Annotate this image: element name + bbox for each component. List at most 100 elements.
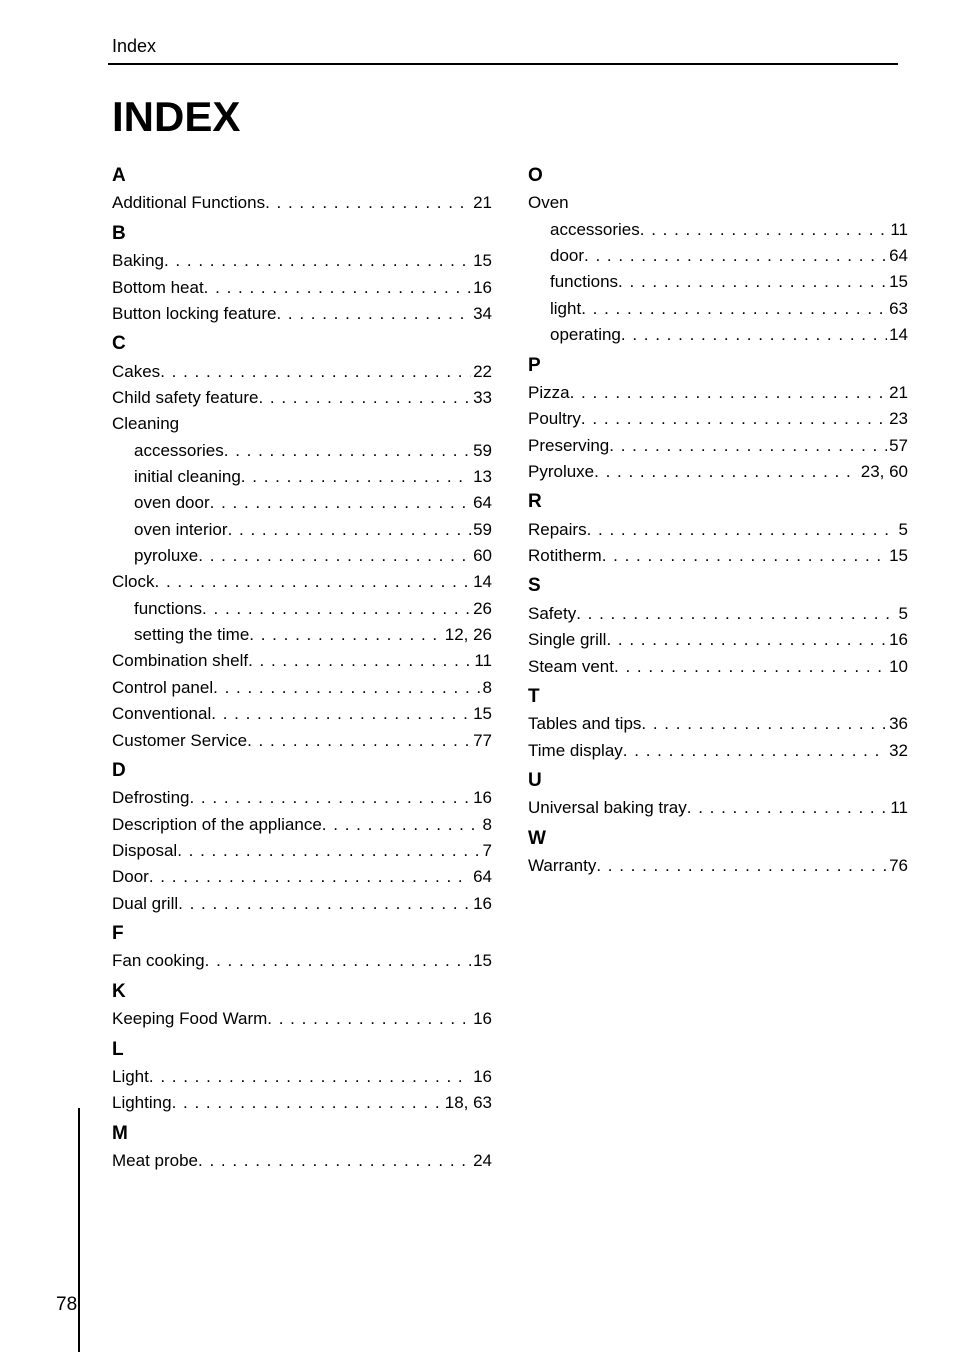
index-entry: Door64 (112, 864, 492, 890)
index-entry: Keeping Food Warm16 (112, 1006, 492, 1032)
entry-page: 8 (481, 812, 492, 838)
entry-label: initial cleaning (134, 464, 241, 490)
entry-page: 76 (887, 853, 908, 879)
entry-page: 7 (481, 838, 492, 864)
leader-dots (640, 217, 889, 243)
entry-label: Additional Functions (112, 190, 265, 216)
entry-page: 77 (471, 728, 492, 754)
leader-dots (160, 359, 471, 385)
letter-heading: O (528, 161, 908, 190)
entry-label: Bottom heat (112, 275, 204, 301)
entry-label: Steam vent (528, 654, 614, 680)
index-entry: Disposal7 (112, 838, 492, 864)
letter-heading: P (528, 351, 908, 380)
letter-heading: M (112, 1119, 492, 1148)
leader-dots (587, 517, 897, 543)
index-entry: Cakes22 (112, 359, 492, 385)
letter-heading: W (528, 824, 908, 853)
leader-dots (164, 248, 471, 274)
entry-label: Time display (528, 738, 623, 764)
running-head: Index (108, 36, 898, 65)
index-entry: Steam vent 10 (528, 654, 908, 680)
entry-label: Preserving (528, 433, 609, 459)
entry-page: 10 (887, 654, 908, 680)
entry-page: 16 (471, 891, 492, 917)
entry-page: 15 (471, 248, 492, 274)
index-col-left: A Additional Functions21 B Baking15 Bott… (112, 159, 492, 1174)
index-entry: Time display32 (528, 738, 908, 764)
index-entry: Lighting18, 63 (112, 1090, 492, 1116)
entry-page: 11 (888, 795, 908, 821)
entry-label: Rotitherm (528, 543, 602, 569)
index-entry: Cleaning (112, 411, 492, 437)
entry-label: accessories (134, 438, 224, 464)
entry-label: accessories (550, 217, 640, 243)
entry-label: Conventional (112, 701, 211, 727)
entry-page: 5 (897, 601, 908, 627)
leader-dots (198, 543, 471, 569)
index-entry: Meat probe24 (112, 1148, 492, 1174)
entry-label: setting the time (134, 622, 249, 648)
letter-heading: S (528, 571, 908, 600)
index-subentry: oven door64 (112, 490, 492, 516)
entry-page: 33 (471, 385, 492, 411)
index-subentry: accessories 11 (528, 217, 908, 243)
index-entry: Control panel8 (112, 675, 492, 701)
index-entry: Description of the appliance 8 (112, 812, 492, 838)
index-entry: Poultry 23 (528, 406, 908, 432)
index-entry: Customer Service77 (112, 728, 492, 754)
entry-label: Pyroluxe (528, 459, 594, 485)
entry-page: 15 (471, 701, 492, 727)
entry-label: Light (112, 1064, 149, 1090)
page-number: 78 (56, 1294, 77, 1316)
letter-heading: B (112, 219, 492, 248)
entry-page: 60 (471, 543, 492, 569)
entry-page: 12, 26 (443, 622, 492, 648)
entry-page: 5 (897, 517, 908, 543)
entry-label: Clock (112, 569, 155, 595)
leader-dots (576, 601, 896, 627)
leader-dots (258, 385, 471, 411)
entry-page: 14 (887, 322, 908, 348)
entry-page: 16 (471, 1006, 492, 1032)
entry-label: Warranty (528, 853, 596, 879)
letter-heading: D (112, 756, 492, 785)
leader-dots (594, 459, 859, 485)
entry-page: 34 (471, 301, 492, 327)
leader-dots (570, 380, 888, 406)
entry-page: 15 (887, 269, 908, 295)
entry-label: pyroluxe (134, 543, 198, 569)
entry-label: Poultry (528, 406, 581, 432)
leader-dots (149, 864, 471, 890)
leader-dots (210, 490, 471, 516)
leader-dots (596, 853, 887, 879)
index-subentry: door64 (528, 243, 908, 269)
entry-page: 15 (887, 543, 908, 569)
entry-page: 23 (887, 406, 908, 432)
index-subentry: functions26 (112, 596, 492, 622)
leader-dots (205, 948, 471, 974)
entry-label: Fan cooking (112, 948, 205, 974)
entry-label: Repairs (528, 517, 587, 543)
leader-dots (204, 275, 471, 301)
entry-page: 21 (471, 190, 492, 216)
entry-label: Description of the appliance (112, 812, 322, 838)
index-entry: Combination shelf11 (112, 648, 492, 674)
entry-label: Child safety feature (112, 385, 258, 411)
entry-label: door (550, 243, 584, 269)
letter-heading: C (112, 329, 492, 358)
entry-label: light (550, 296, 581, 322)
leader-dots (267, 1006, 471, 1032)
index-entry: Button locking feature34 (112, 301, 492, 327)
entry-page: 64 (471, 864, 492, 890)
entry-page: 8 (481, 675, 492, 701)
entry-page: 36 (887, 711, 908, 737)
entry-label: Baking (112, 248, 164, 274)
entry-page: 22 (471, 359, 492, 385)
entry-label: Safety (528, 601, 576, 627)
leader-dots (265, 190, 471, 216)
entry-page: 11 (888, 217, 908, 243)
index-entry: Universal baking tray11 (528, 795, 908, 821)
leader-dots (178, 891, 471, 917)
entry-page: 11 (472, 648, 492, 674)
